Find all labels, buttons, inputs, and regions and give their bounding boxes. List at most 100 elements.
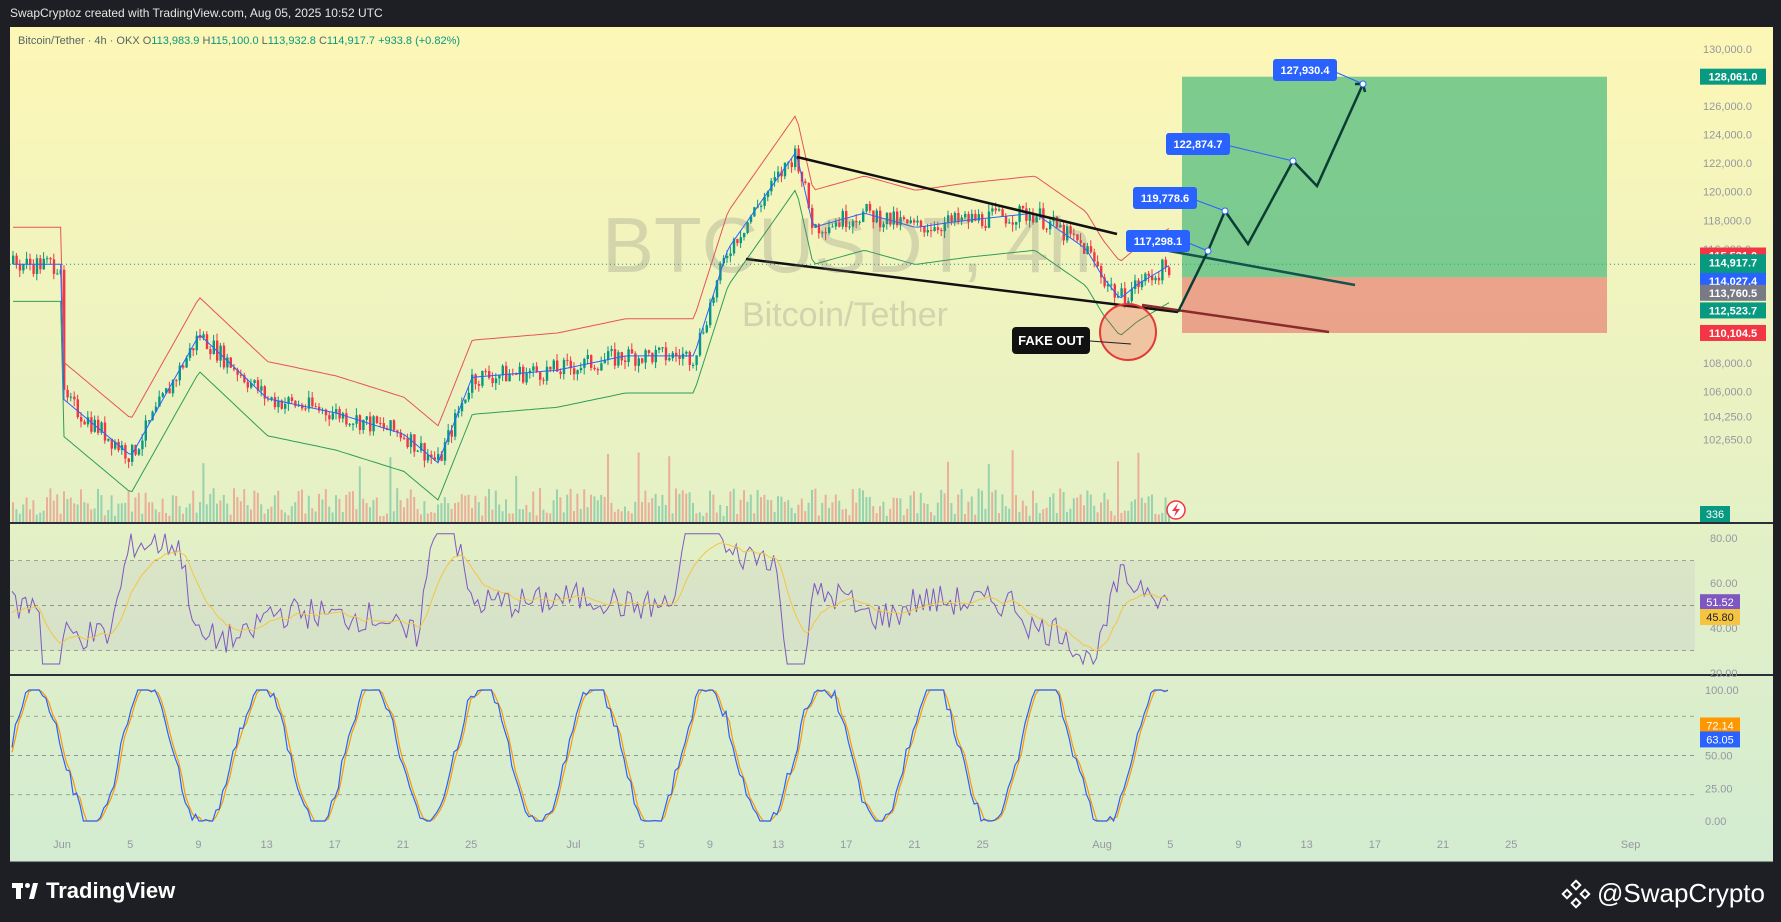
volume-bar <box>654 493 657 522</box>
candle <box>284 403 287 409</box>
volume-bar <box>1072 498 1075 522</box>
candle <box>552 360 555 370</box>
candle <box>549 366 552 370</box>
volume-bar <box>154 509 157 522</box>
candle <box>797 148 800 172</box>
candle <box>471 374 474 393</box>
candle <box>889 212 892 225</box>
binance-icon <box>1561 878 1591 909</box>
volume-bar <box>675 488 677 522</box>
volume-bar <box>76 504 79 522</box>
volume-bar <box>260 504 263 522</box>
candle <box>933 227 936 232</box>
volume-bar <box>756 489 759 522</box>
time-axis-tick: 17 <box>840 839 852 851</box>
target-point <box>1289 157 1297 165</box>
volume-bar <box>202 463 205 522</box>
candle <box>583 358 586 368</box>
candle <box>389 420 392 431</box>
candle <box>52 259 56 274</box>
volume-bar <box>1106 499 1109 522</box>
price-axis-tick: 108,000.0 <box>1703 358 1752 370</box>
tradingview-logo[interactable]: TradingView <box>12 878 175 904</box>
support-trendline <box>1141 303 1330 334</box>
volume-bar <box>1130 501 1133 522</box>
volume-bar <box>940 489 943 522</box>
volume-bar <box>294 502 297 522</box>
volume-bar <box>375 497 378 522</box>
volume-bar <box>236 497 239 522</box>
price-label: 112,523.7 <box>1709 305 1757 317</box>
volume-bar <box>984 508 987 522</box>
volume-bar <box>1110 510 1113 522</box>
candle <box>443 442 447 461</box>
stoch-value-box <box>1700 731 1740 748</box>
volume-bar <box>127 490 130 522</box>
volume-bar <box>1001 494 1004 522</box>
candle <box>114 441 117 449</box>
stoch-value-label: 63.05 <box>1706 734 1734 746</box>
candle <box>484 370 487 372</box>
candle <box>460 402 464 412</box>
target-label-box <box>1133 187 1197 209</box>
volume-bar <box>192 490 195 522</box>
volume-bar <box>773 512 776 522</box>
volume-bar <box>736 514 739 522</box>
ohlc-legend: Bitcoin/Tether · 4h · OKX O113,983.9 H11… <box>18 35 460 47</box>
volume-bar <box>467 494 470 522</box>
candle <box>498 375 501 379</box>
volume-bar <box>413 496 416 522</box>
target-leader <box>1332 70 1364 85</box>
candle <box>855 221 858 223</box>
price-label-box <box>1700 254 1766 271</box>
volume-bar <box>151 502 154 522</box>
volume-bar <box>12 502 14 522</box>
volume-bar <box>528 512 531 522</box>
volume-bar <box>107 509 110 522</box>
volume-bar <box>879 506 881 522</box>
candle <box>736 239 739 244</box>
volume-bar <box>828 507 830 522</box>
stoch-axis-tick: 100.00 <box>1705 685 1739 697</box>
volume-bar <box>851 489 854 522</box>
time-axis-tick: Aug <box>1092 839 1112 851</box>
rsi-axis-tick: 20.00 <box>1710 668 1738 680</box>
volume-bar <box>902 515 905 522</box>
volume-bar <box>926 504 929 522</box>
candle <box>392 420 396 431</box>
candle <box>930 230 933 232</box>
volume-bar <box>790 507 793 522</box>
candle <box>100 422 103 433</box>
candle <box>1123 288 1127 305</box>
target-point <box>1221 207 1229 215</box>
volume-bar <box>443 497 446 522</box>
volume-bar <box>409 489 412 522</box>
volume-bar <box>90 509 93 522</box>
candle <box>834 222 838 227</box>
candle <box>12 255 15 265</box>
candle <box>766 191 770 197</box>
volume-bar <box>423 501 426 522</box>
volume-bar <box>824 494 827 522</box>
candle <box>539 372 542 380</box>
candle <box>739 237 742 244</box>
candle <box>902 217 906 220</box>
candle <box>188 348 192 358</box>
candle <box>246 382 249 388</box>
candle <box>664 347 668 361</box>
candle <box>341 413 345 419</box>
candle <box>831 226 834 228</box>
lightning-glyph <box>1172 503 1180 517</box>
candle <box>804 181 807 184</box>
volume-bar <box>18 513 21 522</box>
candle <box>15 255 18 265</box>
candle <box>1021 205 1025 209</box>
stoch-axis-tick: 0.00 <box>1705 816 1726 828</box>
wedge-lower-line <box>745 257 1179 314</box>
volume-bar <box>515 475 518 522</box>
volume-bar <box>899 498 902 522</box>
volume-bar <box>324 489 327 522</box>
candle <box>178 365 181 381</box>
candle <box>505 365 508 382</box>
